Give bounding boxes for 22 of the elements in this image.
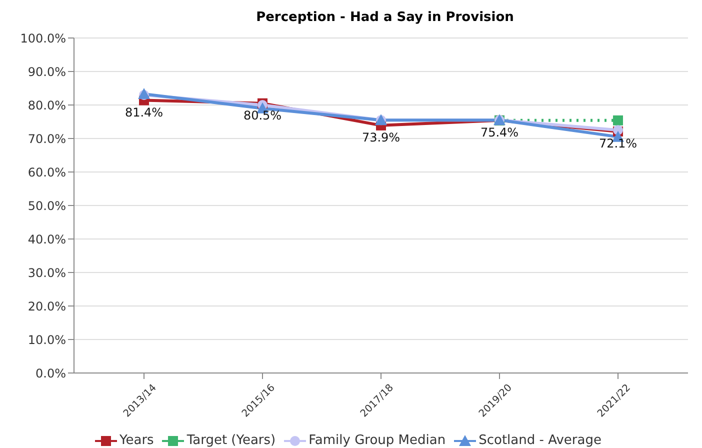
data-label: 75.4% [480, 125, 519, 140]
y-tick-label: 10.0% [28, 332, 66, 347]
y-tick-label: 40.0% [28, 232, 66, 246]
legend-label: Target (Years) [186, 433, 276, 448]
legend-label: Family Group Median [308, 433, 446, 448]
data-label: 72.1% [598, 136, 638, 150]
y-tick-label: 90.0% [28, 64, 66, 79]
y-tick-label: 100.0% [20, 31, 66, 46]
point [613, 115, 623, 126]
y-tick-label: 50.0% [28, 198, 66, 213]
data-label: 73.9% [362, 130, 400, 144]
y-tick-label: 80.0% [28, 98, 66, 112]
y-tick-label: 0.0% [36, 366, 66, 380]
y-tick-label: 30.0% [28, 266, 66, 280]
legend-label: Scotland - Average [478, 433, 602, 448]
y-tick-label: 60.0% [28, 165, 66, 180]
legend-label: Years [118, 433, 154, 448]
chart-title: Perception - Had a Say in Provision [255, 9, 515, 27]
data-label: 81.4% [124, 105, 164, 120]
y-tick-label: 20.0% [28, 299, 66, 314]
data-label: 80.5% [243, 108, 282, 122]
y-tick-label: 70.0% [28, 132, 66, 146]
